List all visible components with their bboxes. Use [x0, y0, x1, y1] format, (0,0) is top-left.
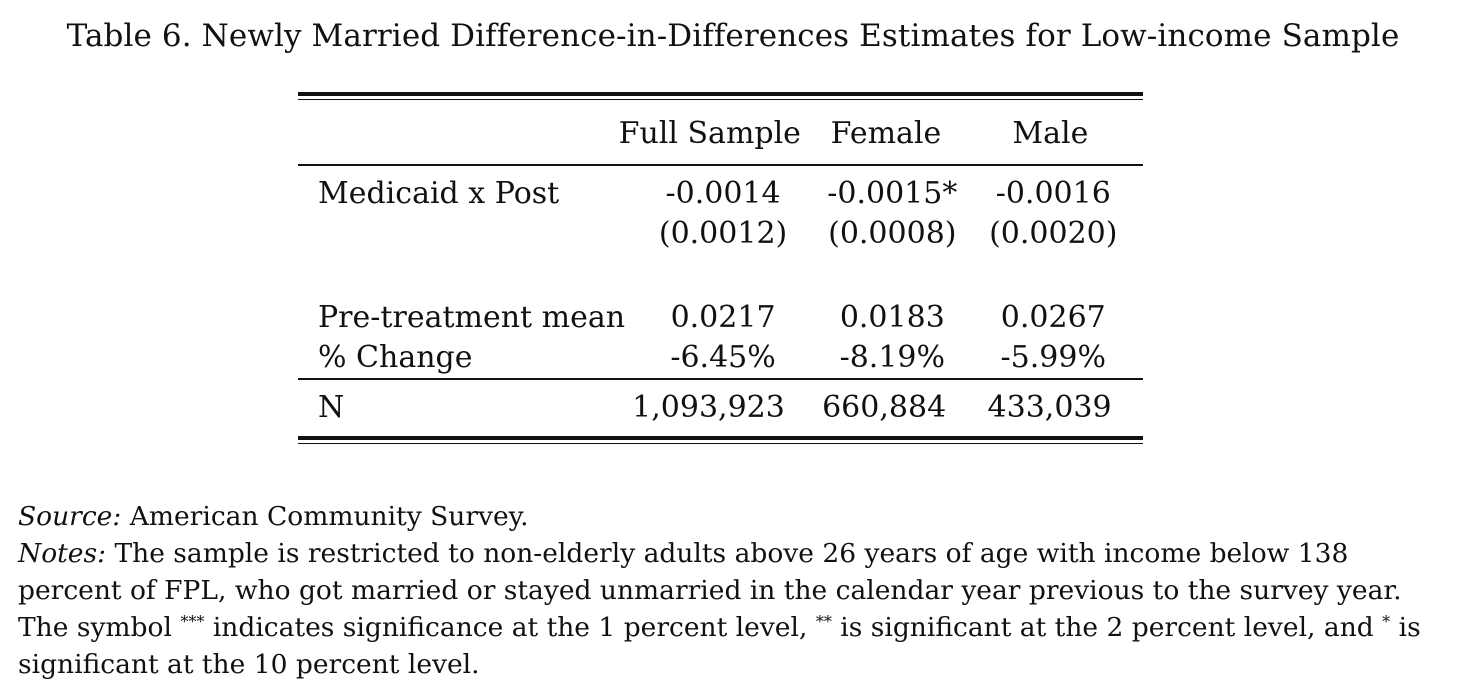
- top-double-rule: [298, 92, 1143, 100]
- source-text: American Community Survey.: [129, 501, 529, 532]
- notes-text-3: is significant at the 2 percent level, a…: [840, 612, 1374, 643]
- estimate-female: -0.0015*: [827, 176, 958, 211]
- table-caption: Table 6. Newly Married Difference-in-Dif…: [66, 18, 1400, 54]
- header-row: Full Sample Female Male: [298, 100, 1143, 164]
- pct-change-female: -8.19%: [839, 340, 946, 375]
- std-error-full-sample: (0.0012): [658, 216, 788, 251]
- row-label-pretreatment-mean: Pre-treatment mean: [318, 300, 626, 335]
- row-label-pct-change: % Change: [318, 340, 473, 375]
- bottom-double-rule: [298, 436, 1143, 444]
- spacer-row: [298, 254, 1143, 298]
- std-error-male: (0.0020): [989, 216, 1118, 251]
- notes-label: Notes:: [18, 538, 107, 569]
- pretreatment-female: 0.0183: [839, 300, 945, 335]
- significance-symbol-10pct: *: [1382, 612, 1391, 631]
- pct-change-male: -5.99%: [1000, 340, 1106, 375]
- row-label-medicaid-post: Medicaid x Post: [318, 176, 560, 211]
- std-error-female: (0.0008): [828, 216, 957, 251]
- header-empty-cell: [298, 100, 605, 164]
- source-line: Source: American Community Survey.: [18, 498, 1458, 535]
- estimates-table: Full Sample Female Male: [298, 100, 1143, 164]
- row-label-n: N: [318, 390, 345, 425]
- n-male: 433,039: [987, 390, 1112, 425]
- mid-rule: [298, 378, 1143, 380]
- table-row: Pre-treatment mean 0.0217 0.0183 0.0267: [298, 298, 1143, 338]
- table-row: N 1,093,923 660,884 433,039: [298, 380, 1143, 436]
- significance-symbol-1pct: ***: [180, 612, 205, 631]
- notes-text-1: The sample is restricted to non-elderly …: [18, 538, 1402, 643]
- n-full-sample: 1,093,923: [632, 390, 785, 425]
- estimate-full-sample: -0.0014: [665, 176, 781, 211]
- estimate-male: -0.0016: [995, 176, 1111, 211]
- results-table: Full Sample Female Male Medicaid x Post …: [298, 92, 1143, 444]
- n-table: N 1,093,923 660,884 433,039: [298, 380, 1143, 436]
- estimates-body: Medicaid x Post -0.0014 -0.0015* -0.0016…: [298, 166, 1143, 378]
- table-row: Medicaid x Post -0.0014 -0.0015* -0.0016: [298, 166, 1143, 214]
- column-header-female: Female: [830, 116, 942, 151]
- significance-symbol-2pct: **: [815, 612, 832, 631]
- header-rule: [298, 164, 1143, 166]
- notes-paragraph: Notes: The sample is restricted to non-e…: [18, 535, 1458, 683]
- table-notes: Source: American Community Survey. Notes…: [18, 498, 1458, 683]
- notes-text-2: indicates significance at the 1 percent …: [212, 612, 808, 643]
- pct-change-full-sample: -6.45%: [670, 340, 776, 375]
- table-row: (0.0012) (0.0008) (0.0020): [298, 214, 1143, 254]
- column-header-full-sample: Full Sample: [618, 116, 801, 151]
- column-header-male: Male: [1012, 116, 1089, 151]
- pretreatment-full-sample: 0.0217: [670, 300, 776, 335]
- n-female: 660,884: [822, 390, 947, 425]
- pretreatment-male: 0.0267: [1000, 300, 1106, 335]
- source-label: Source:: [18, 501, 122, 532]
- table-row: % Change -6.45% -8.19% -5.99%: [298, 338, 1143, 378]
